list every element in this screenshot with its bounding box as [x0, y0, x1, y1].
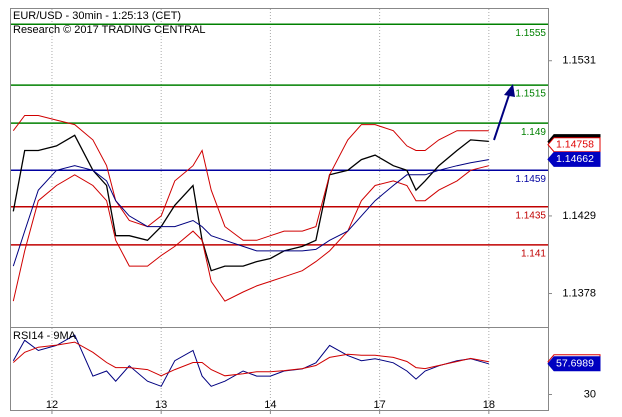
- chart-title: EUR/USD - 30min - 1:25:13 (CET): [13, 10, 181, 22]
- level-label: 1.1435: [515, 210, 546, 221]
- series-line: [12, 159, 489, 267]
- level-label: 1.141: [521, 248, 546, 259]
- forecast-arrow: [493, 84, 515, 141]
- price-badge-label: 1.14758: [556, 139, 594, 151]
- x-tick-label: 13: [155, 399, 167, 411]
- series-line: [12, 341, 489, 377]
- rsi-title: RSI14 - 9MA: [13, 330, 77, 342]
- series-line: [12, 165, 489, 302]
- x-tick-label: 12: [46, 399, 58, 411]
- level-label: 1.1515: [515, 89, 546, 100]
- y-tick-label: 1.1429: [562, 210, 596, 222]
- arrow-shaft: [493, 91, 511, 141]
- series-line: [12, 115, 489, 241]
- price-badge: [547, 151, 601, 167]
- level-label: 1.1459: [515, 174, 546, 185]
- y-tick-label: 1.1378: [562, 287, 596, 299]
- level-label: 1.149: [521, 127, 546, 138]
- price-badge: [547, 137, 601, 153]
- plot-layers: 12 13 14 17 18 1.1531 1.1429 1.1378 1.1555 1.1515…: [11, 9, 601, 414]
- series-line: [12, 134, 489, 272]
- price-badge-label: 57.6989: [556, 358, 594, 370]
- x-tick-label: 17: [373, 399, 385, 411]
- y-tick-label: 30: [584, 388, 596, 400]
- chart-subtitle: Research © 2017 TRADING CENTRAL: [13, 24, 206, 36]
- arrow-head: [504, 84, 515, 97]
- x-tick-label: 14: [264, 399, 276, 411]
- price-badge: [547, 356, 601, 372]
- level-label: 1.1555: [515, 28, 546, 39]
- x-tick-label: 18: [483, 399, 495, 411]
- y-tick-label: 1.1531: [562, 55, 596, 67]
- series-line: [12, 334, 489, 387]
- price-badge-label: 1.14662: [556, 153, 594, 165]
- rsi-panel-frame: [10, 327, 549, 411]
